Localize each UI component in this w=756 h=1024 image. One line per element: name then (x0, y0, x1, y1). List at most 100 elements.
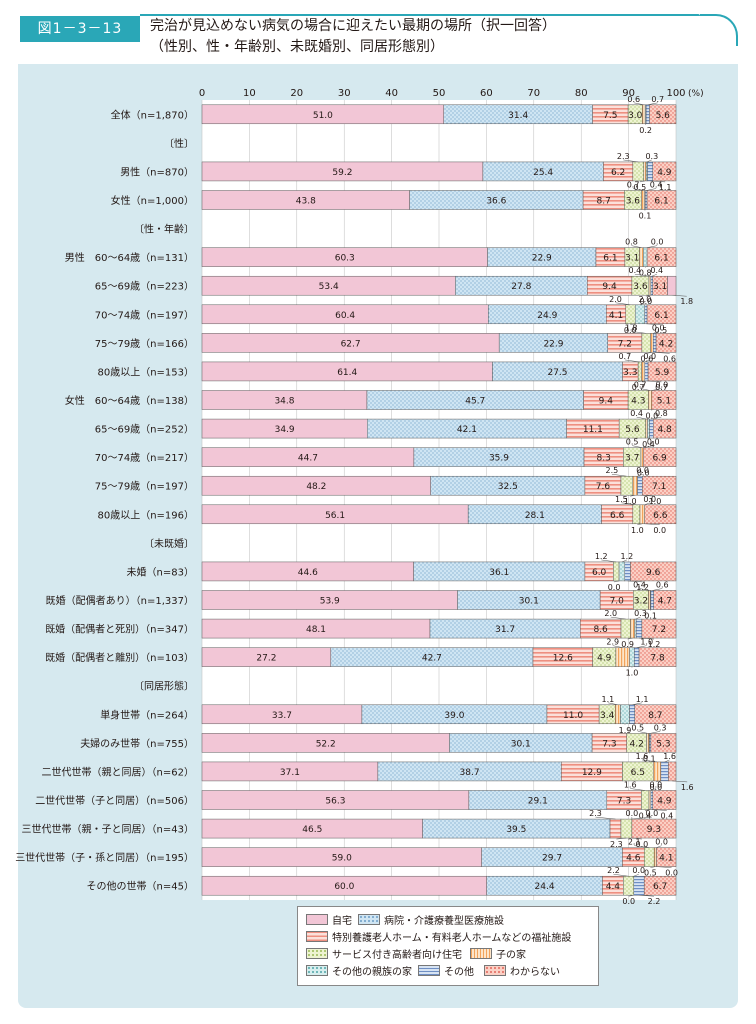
bar-segment (652, 790, 677, 810)
bar-row: 75～79歳（n=166） 62.7 22.9 7.2 4.21.80.60.00.6 (95, 323, 677, 363)
data-label: 60.3 (335, 254, 355, 264)
bar-segment (630, 561, 677, 582)
leader-line (643, 445, 654, 448)
data-label: 2.0 (639, 295, 652, 304)
bar-segment (650, 733, 677, 753)
data-label: 0.7 (634, 381, 647, 390)
legend-label: わからない (510, 967, 560, 978)
bar-row: 65～69歳（n=252） 34.9 42.1 11.1 5.6 4.80.40.40.8 (95, 409, 677, 449)
data-label: 3.0 (628, 111, 643, 121)
bar-row: 80歳以上（n=196） 56.1 28.1 6.6 6.61.51.00.00.0 (97, 495, 677, 535)
data-label: 1.0 (649, 497, 662, 506)
data-label: 1.1 (636, 695, 649, 704)
bar-segment (646, 247, 677, 267)
bar-segment (618, 561, 626, 582)
leader-line (631, 837, 642, 840)
x-tick-label: 90 (622, 88, 635, 99)
leader-line (616, 837, 627, 840)
data-label: 0.4 (629, 266, 642, 275)
leader-line (644, 359, 650, 363)
bar-segment (630, 618, 636, 639)
data-label: 44.6 (298, 568, 318, 578)
data-label: 0.0 (649, 783, 662, 792)
leader-line (650, 788, 656, 791)
data-label: 25.4 (533, 168, 553, 178)
bar-segment (644, 190, 648, 210)
category-label: 全体（n=1,870） (111, 108, 194, 121)
bar-segment (634, 304, 645, 325)
bar-segment (647, 161, 654, 182)
bar-segment (651, 390, 677, 410)
leader-line (651, 388, 662, 391)
data-label: 1.6 (681, 783, 694, 792)
data-label: 0.6 (640, 354, 653, 363)
bar-row: 既婚（配偶者あり）（n=1,337） 53.9 30.1 7.0 3.2 4.7 0.4 0.… (46, 581, 677, 621)
leader-line (623, 159, 639, 163)
bar-segment (653, 847, 657, 867)
data-label: 0.1 (643, 754, 656, 763)
bar-row: 既婚（配偶者と離別）（n=103） 27.2 42.7 12.6 4.9 7.8 2.9 1.… (45, 638, 677, 678)
data-label: 5.3 (656, 739, 670, 749)
data-label: 7.1 (652, 482, 666, 492)
data-label: 0.0 (637, 469, 650, 478)
data-label: 0.1 (644, 612, 657, 621)
leader-line (646, 380, 662, 383)
data-label: 6.1 (654, 311, 668, 321)
data-label: 52.2 (316, 739, 336, 749)
legend-swatch (418, 965, 440, 976)
group-label: 〔同居形態〕 (134, 680, 194, 693)
data-label: 5.9 (655, 368, 670, 378)
data-label: 34.8 (274, 397, 294, 407)
data-label: 5.6 (625, 425, 640, 435)
leader-line (647, 102, 658, 106)
data-label: 53.9 (320, 597, 340, 607)
data-label: 3.3 (623, 368, 637, 378)
data-label: 2.2 (648, 897, 661, 906)
data-label: 6.6 (653, 511, 668, 521)
bar-segment (645, 104, 650, 125)
data-label: 4.2 (659, 339, 673, 349)
bar-segment (615, 704, 621, 725)
legend-swatch (470, 948, 492, 959)
data-label: 1.2 (636, 583, 649, 592)
bar-row: 男性 60～64歳（n=131） 60.3 22.9 6.1 3.1 6.10.80.80… (65, 238, 677, 278)
bar-segment (647, 418, 650, 439)
data-label: 0.6 (627, 95, 640, 104)
data-label: 1.0 (626, 669, 639, 678)
data-label: 27.5 (547, 368, 567, 378)
data-label: 4.9 (597, 654, 612, 664)
bar-segment (650, 790, 654, 810)
data-label: 0.0 (647, 438, 660, 447)
bar-rows: 全体（n=1,870） 51.0 31.4 7.5 3.0 5.6 0.6 0.2 0.7 〔性〕… (15, 95, 693, 906)
data-label: 0.6 (663, 354, 676, 363)
data-label: 0.0 (645, 412, 658, 421)
data-label: 6.2 (611, 168, 625, 178)
data-label: 0.0 (653, 526, 666, 535)
data-label: 28.1 (525, 511, 545, 521)
leader-line (664, 759, 670, 763)
bar-segment (645, 418, 648, 439)
bar-segment (643, 875, 677, 896)
data-label: 22.9 (543, 339, 563, 349)
bar-segment (648, 790, 652, 810)
bar-segment (649, 104, 677, 125)
leader-line (640, 388, 651, 391)
data-label: 0.7 (618, 352, 631, 361)
x-tick-label: 80 (575, 88, 588, 99)
leader-line (613, 873, 629, 877)
data-label: 27.8 (511, 282, 531, 292)
data-label: 39.5 (506, 825, 526, 835)
leader-line (631, 816, 652, 820)
data-label: 24.4 (535, 882, 555, 892)
leader-line (611, 473, 627, 477)
legend-label: 特別養護老人ホーム・有料老人ホームなどの福祉施設 (332, 933, 572, 944)
data-label: 7.2 (618, 339, 632, 349)
data-label: 6.6 (610, 511, 625, 521)
data-label: 27.2 (256, 654, 276, 664)
leader-line (672, 780, 688, 783)
data-label: 0.1 (639, 212, 652, 221)
legend-swatch (358, 914, 380, 925)
leader-line (628, 894, 634, 897)
data-label: 4.1 (609, 311, 623, 321)
data-label: 0.4 (639, 812, 652, 821)
